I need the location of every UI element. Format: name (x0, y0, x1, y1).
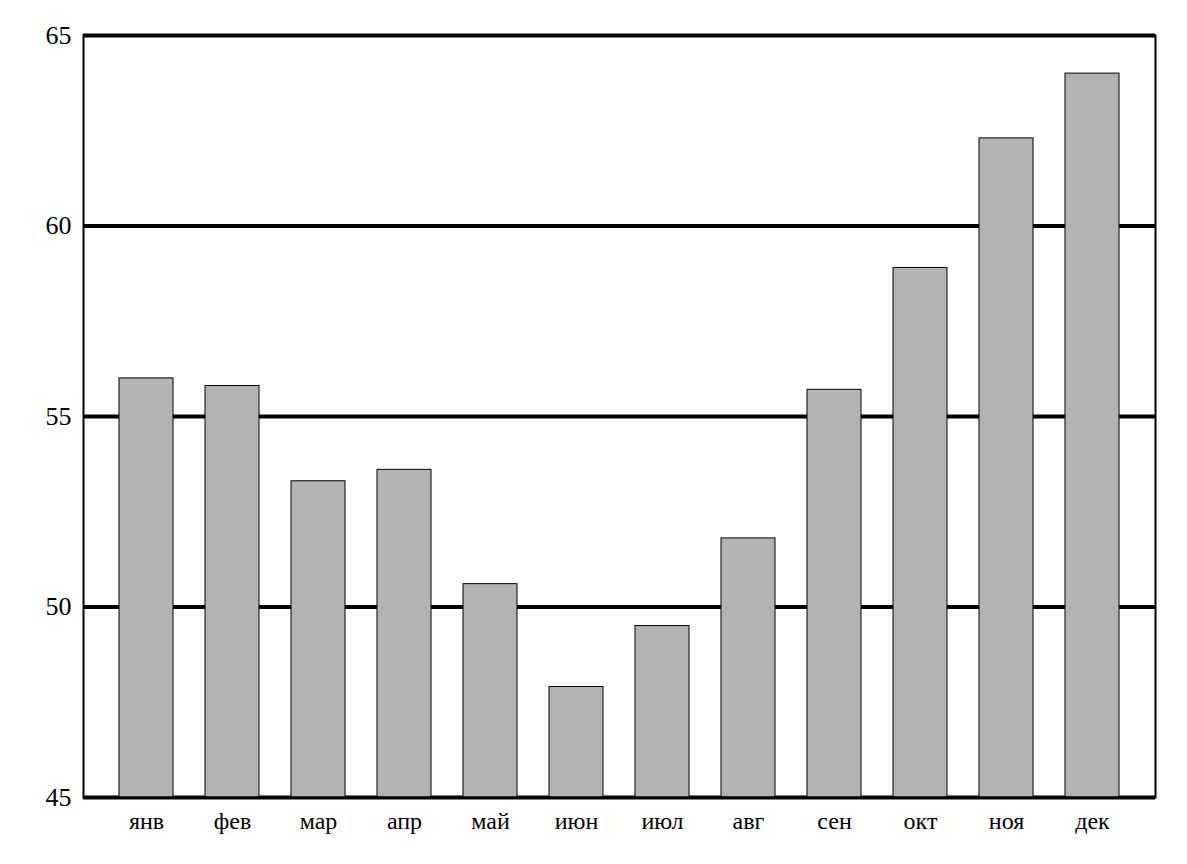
svg-text:50: 50 (46, 592, 72, 621)
svg-text:дек: дек (1075, 808, 1110, 834)
svg-text:окт: окт (904, 808, 938, 834)
svg-text:май: май (471, 808, 510, 834)
svg-text:апр: апр (387, 808, 422, 834)
svg-text:65: 65 (46, 21, 72, 50)
svg-text:сен: сен (817, 808, 852, 834)
svg-text:55: 55 (46, 402, 72, 431)
svg-text:60: 60 (46, 211, 72, 240)
svg-text:мар: мар (300, 808, 338, 834)
svg-text:янв: янв (129, 808, 164, 834)
svg-text:фев: фев (214, 808, 252, 834)
svg-text:ноя: ноя (989, 808, 1024, 834)
svg-text:июл: июл (641, 808, 683, 834)
svg-text:июн: июн (555, 808, 599, 834)
svg-text:авг: авг (733, 808, 765, 834)
svg-text:45: 45 (46, 783, 72, 812)
